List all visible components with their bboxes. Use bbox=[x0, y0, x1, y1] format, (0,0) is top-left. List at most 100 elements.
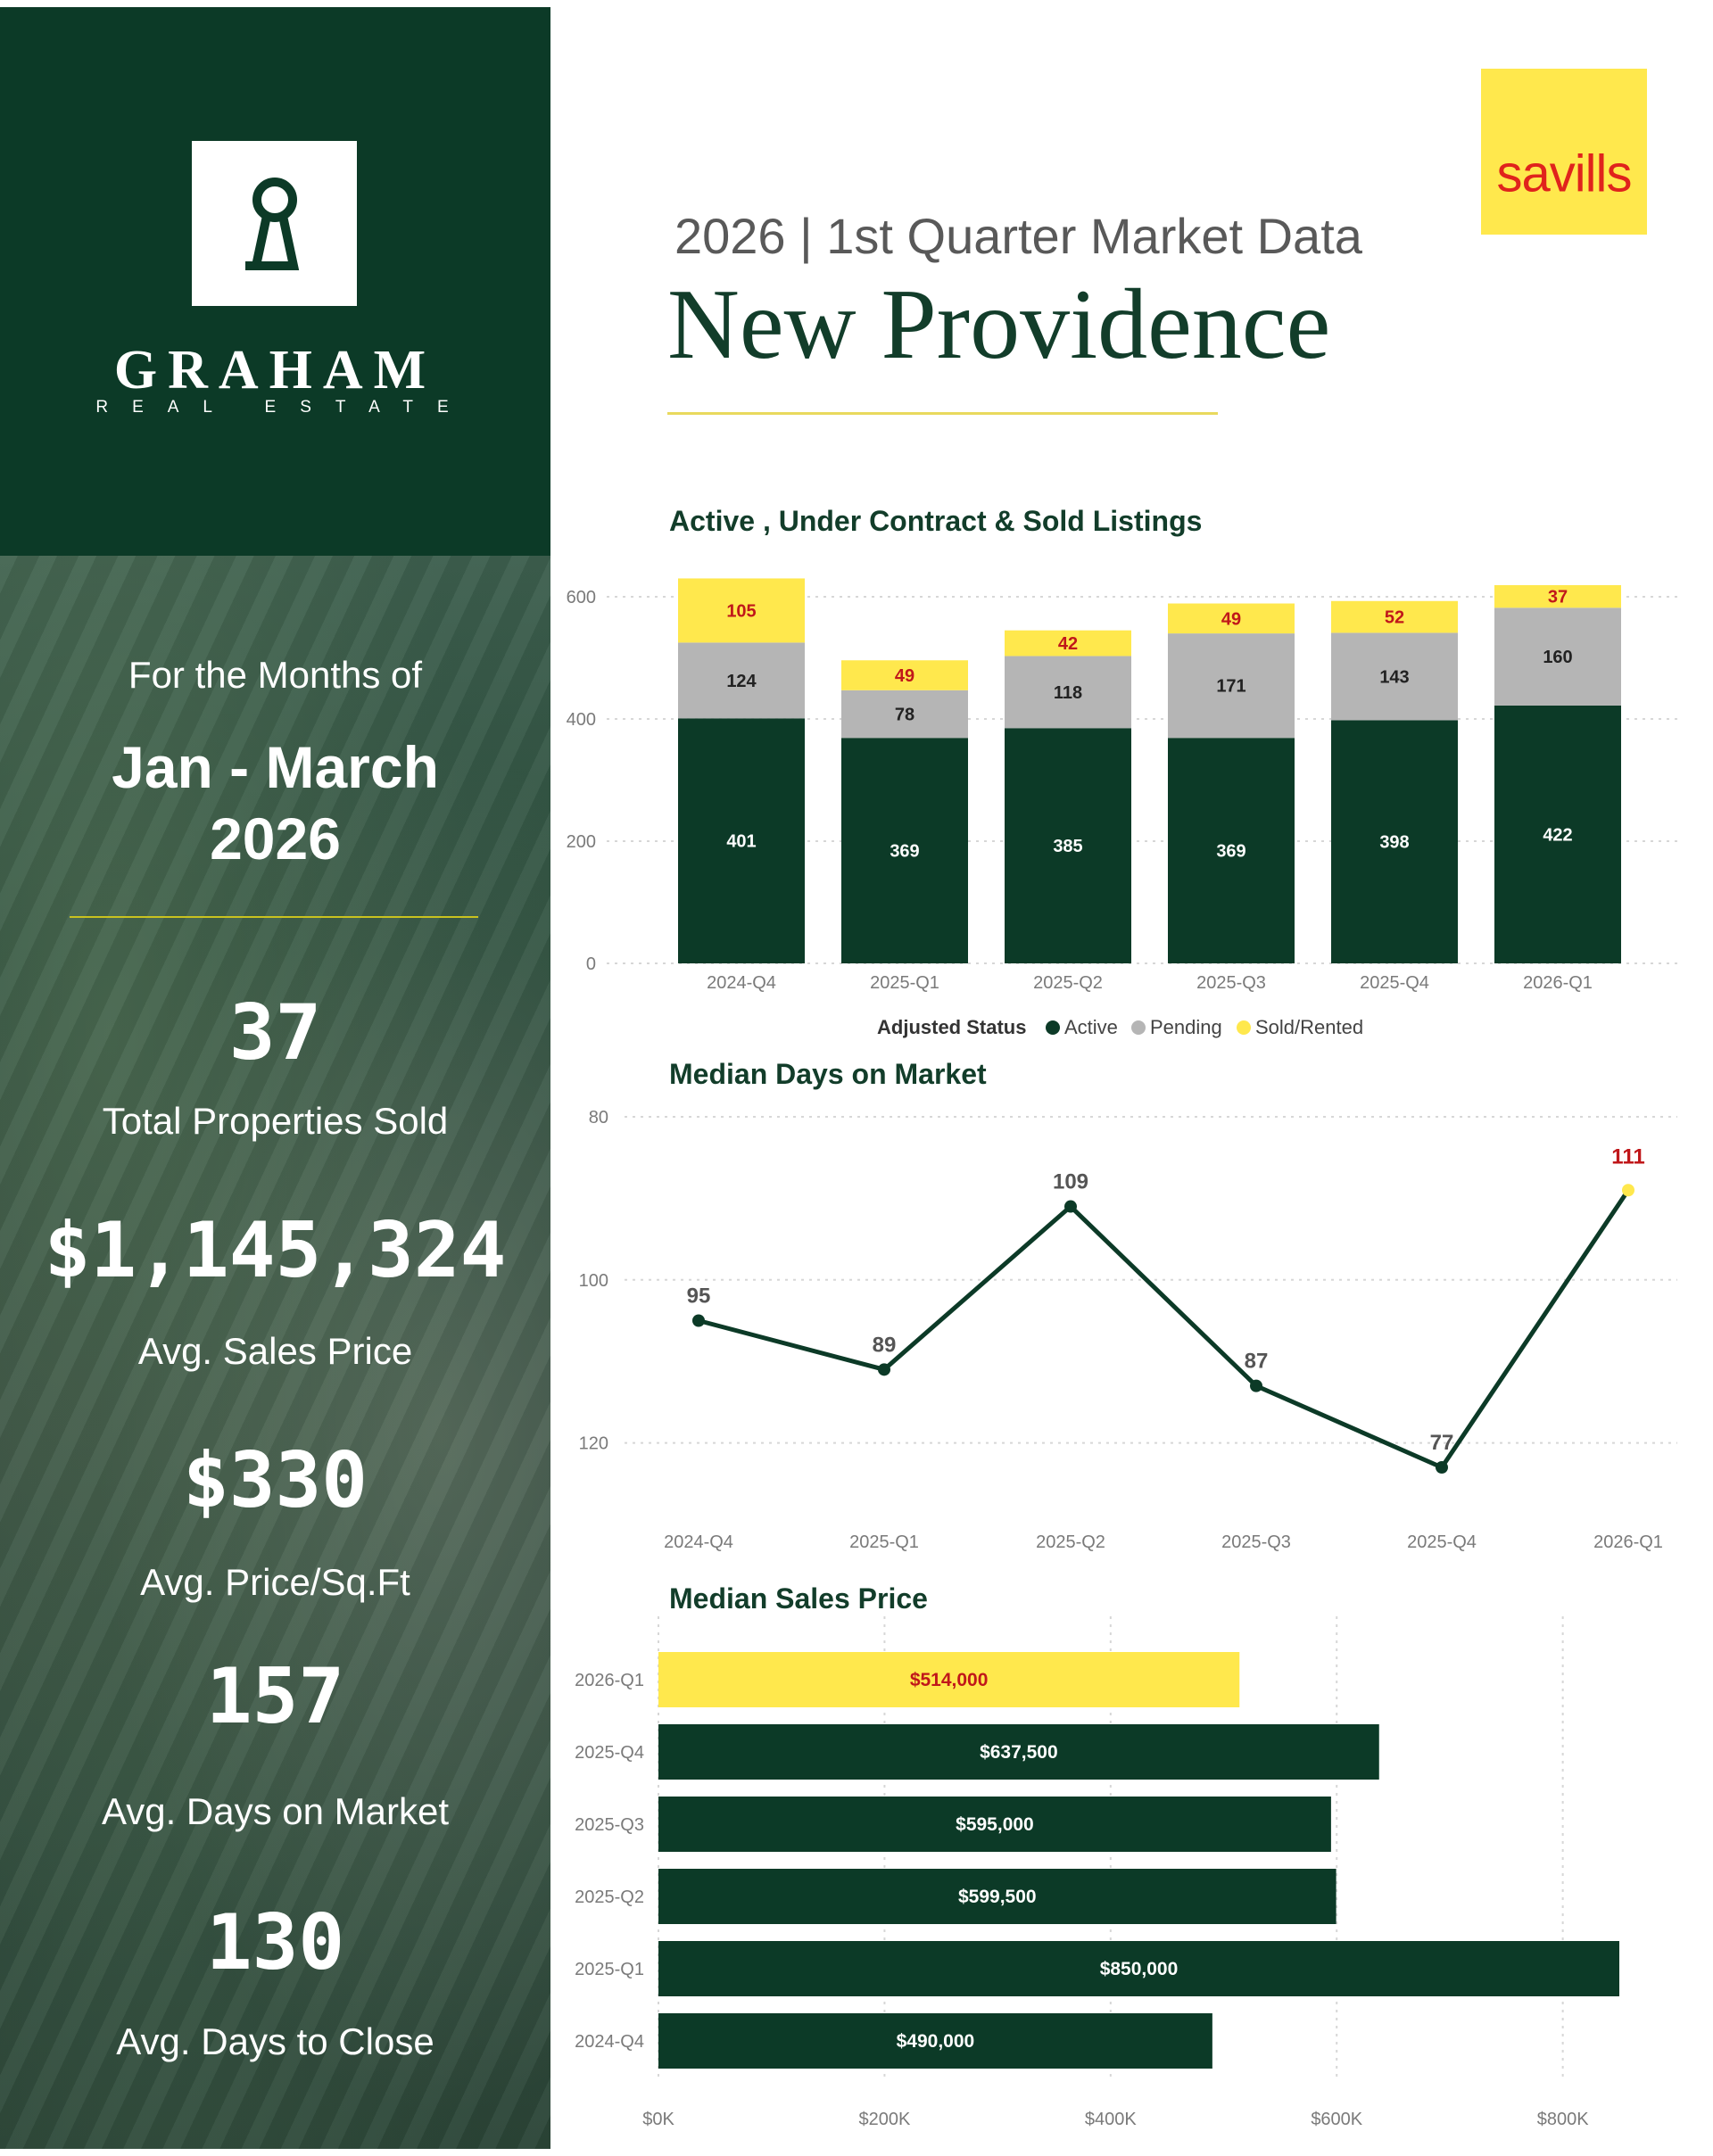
bar-value-label: 105 bbox=[726, 601, 756, 621]
data-point-label: 109 bbox=[1053, 1170, 1088, 1194]
bar-pending bbox=[1494, 607, 1621, 706]
x-tick-label: 2025-Q3 bbox=[1221, 1532, 1291, 1552]
data-point bbox=[878, 1363, 890, 1376]
data-point bbox=[1250, 1379, 1262, 1392]
data-point-label: 87 bbox=[1245, 1350, 1269, 1374]
y-tick-label: 400 bbox=[567, 710, 596, 730]
bar-value-label: 398 bbox=[1379, 833, 1409, 853]
x-tick-label: 2025-Q3 bbox=[1196, 973, 1266, 993]
price-bar bbox=[658, 1797, 1331, 1852]
y-tick-label: 100 bbox=[579, 1271, 608, 1291]
data-point bbox=[1622, 1184, 1634, 1197]
bar-active bbox=[678, 718, 805, 963]
price-chart-title: Median Sales Price bbox=[669, 1582, 928, 1615]
bar-value-label: $595,000 bbox=[956, 1814, 1034, 1835]
bar-active bbox=[1331, 720, 1458, 963]
bar-value-label: 385 bbox=[1053, 837, 1082, 856]
page-subtitle: 2026 | 1st Quarter Market Data bbox=[674, 208, 1362, 264]
data-point bbox=[1436, 1461, 1448, 1475]
stat-total-sold-value: 37 bbox=[228, 988, 322, 1078]
price-bar bbox=[658, 1724, 1379, 1780]
bar-active bbox=[1168, 738, 1295, 963]
x-tick-label: $800K bbox=[1537, 2110, 1589, 2129]
brand-subtitle: REAL ESTATE bbox=[95, 398, 473, 417]
bar-pending bbox=[1331, 632, 1458, 721]
bar-value-label: 49 bbox=[895, 666, 914, 686]
bar-value-label: 160 bbox=[1543, 648, 1572, 667]
y-tick-label: 200 bbox=[567, 832, 596, 852]
left-divider bbox=[70, 916, 478, 918]
data-point-label: 95 bbox=[687, 1285, 711, 1309]
bar-value-label: 42 bbox=[1058, 634, 1078, 654]
months-label: For the Months of bbox=[128, 654, 423, 696]
bar-value-label: 401 bbox=[726, 832, 756, 852]
stat-total-sold-label: Total Properties Sold bbox=[102, 1100, 449, 1142]
x-tick-label: 2025-Q4 bbox=[1407, 1532, 1477, 1552]
legend-label: Active bbox=[1064, 1016, 1118, 1038]
y-tick-label: 2025-Q3 bbox=[575, 1815, 644, 1835]
brand-name: GRAHAM bbox=[113, 340, 437, 401]
x-tick-label: 2025-Q2 bbox=[1033, 973, 1103, 993]
stat-price-sqft-label: Avg. Price/Sq.Ft bbox=[140, 1561, 410, 1603]
stat-days-close-label: Avg. Days to Close bbox=[116, 2020, 434, 2062]
bar-pending bbox=[678, 642, 805, 719]
stat-days-market-value: 157 bbox=[205, 1652, 345, 1741]
bar-value-label: 369 bbox=[890, 842, 919, 862]
data-point-label: 111 bbox=[1611, 1144, 1644, 1169]
bar-value-label: $490,000 bbox=[897, 2031, 975, 2052]
stat-avg-price-value: $1,145,324 bbox=[44, 1206, 507, 1295]
stat-days-close-value: 130 bbox=[205, 1898, 345, 1987]
y-tick-label: 2025-Q4 bbox=[575, 1743, 644, 1763]
bar-active bbox=[1494, 705, 1621, 963]
data-point-label: 89 bbox=[873, 1333, 897, 1357]
y-tick-label: 0 bbox=[586, 954, 596, 974]
bar-value-label: 37 bbox=[1548, 588, 1568, 607]
y-tick-label: 2025-Q2 bbox=[575, 1888, 644, 1907]
x-tick-label: 2024-Q4 bbox=[664, 1532, 733, 1552]
period-line1: Jan - March bbox=[112, 734, 439, 800]
legend-label: Pending bbox=[1150, 1016, 1222, 1038]
x-tick-label: $0K bbox=[642, 2110, 674, 2129]
bar-sold-rented bbox=[1005, 630, 1131, 657]
bar-pending bbox=[841, 690, 968, 739]
bar-sold-rented bbox=[841, 660, 968, 690]
bar-sold-rented bbox=[1168, 603, 1295, 634]
price-bar bbox=[658, 1869, 1336, 1924]
price-bar bbox=[658, 1941, 1619, 1996]
bar-active bbox=[841, 738, 968, 963]
bar-value-label: 52 bbox=[1385, 608, 1404, 628]
y-tick-label: 80 bbox=[589, 1108, 608, 1128]
legend-marker bbox=[1237, 1020, 1251, 1035]
y-tick-label: 2025-Q1 bbox=[575, 1960, 644, 1979]
y-tick-label: 2024-Q4 bbox=[575, 2032, 644, 2052]
x-tick-label: 2026-Q1 bbox=[1523, 973, 1593, 993]
savills-logo: savills bbox=[1481, 69, 1647, 235]
bar-pending bbox=[1005, 656, 1131, 729]
bar-sold-rented bbox=[1494, 584, 1621, 608]
x-tick-label: $400K bbox=[1085, 2110, 1137, 2129]
stat-avg-price-label: Avg. Sales Price bbox=[137, 1330, 413, 1372]
bar-value-label: $637,500 bbox=[980, 1742, 1058, 1763]
bar-pending bbox=[1168, 633, 1295, 739]
data-point-label: 77 bbox=[1430, 1431, 1454, 1455]
keyhole-icon bbox=[245, 178, 300, 270]
legend-label: Sold/Rented bbox=[1255, 1016, 1363, 1038]
series-line bbox=[698, 1188, 1631, 1471]
y-tick-label: 600 bbox=[567, 588, 596, 607]
y-tick-label: 2026-Q1 bbox=[575, 1671, 644, 1690]
price-bar bbox=[658, 2013, 1212, 2069]
bar-sold-rented bbox=[1331, 600, 1458, 633]
graham-logo bbox=[192, 141, 357, 306]
period-line2: 2026 bbox=[210, 805, 341, 871]
x-tick-label: 2025-Q1 bbox=[870, 973, 939, 993]
bar-value-label: 171 bbox=[1216, 677, 1245, 697]
stat-days-market-label: Avg. Days on Market bbox=[101, 1790, 450, 1832]
x-tick-label: $600K bbox=[1311, 2110, 1362, 2129]
bar-value-label: 118 bbox=[1054, 683, 1082, 703]
x-tick-label: 2025-Q4 bbox=[1360, 973, 1429, 993]
legend-title: Adjusted Status bbox=[877, 1016, 1026, 1038]
legend-marker bbox=[1131, 1020, 1146, 1035]
bar-value-label: 49 bbox=[1221, 609, 1241, 629]
x-tick-label: 2026-Q1 bbox=[1593, 1532, 1663, 1552]
